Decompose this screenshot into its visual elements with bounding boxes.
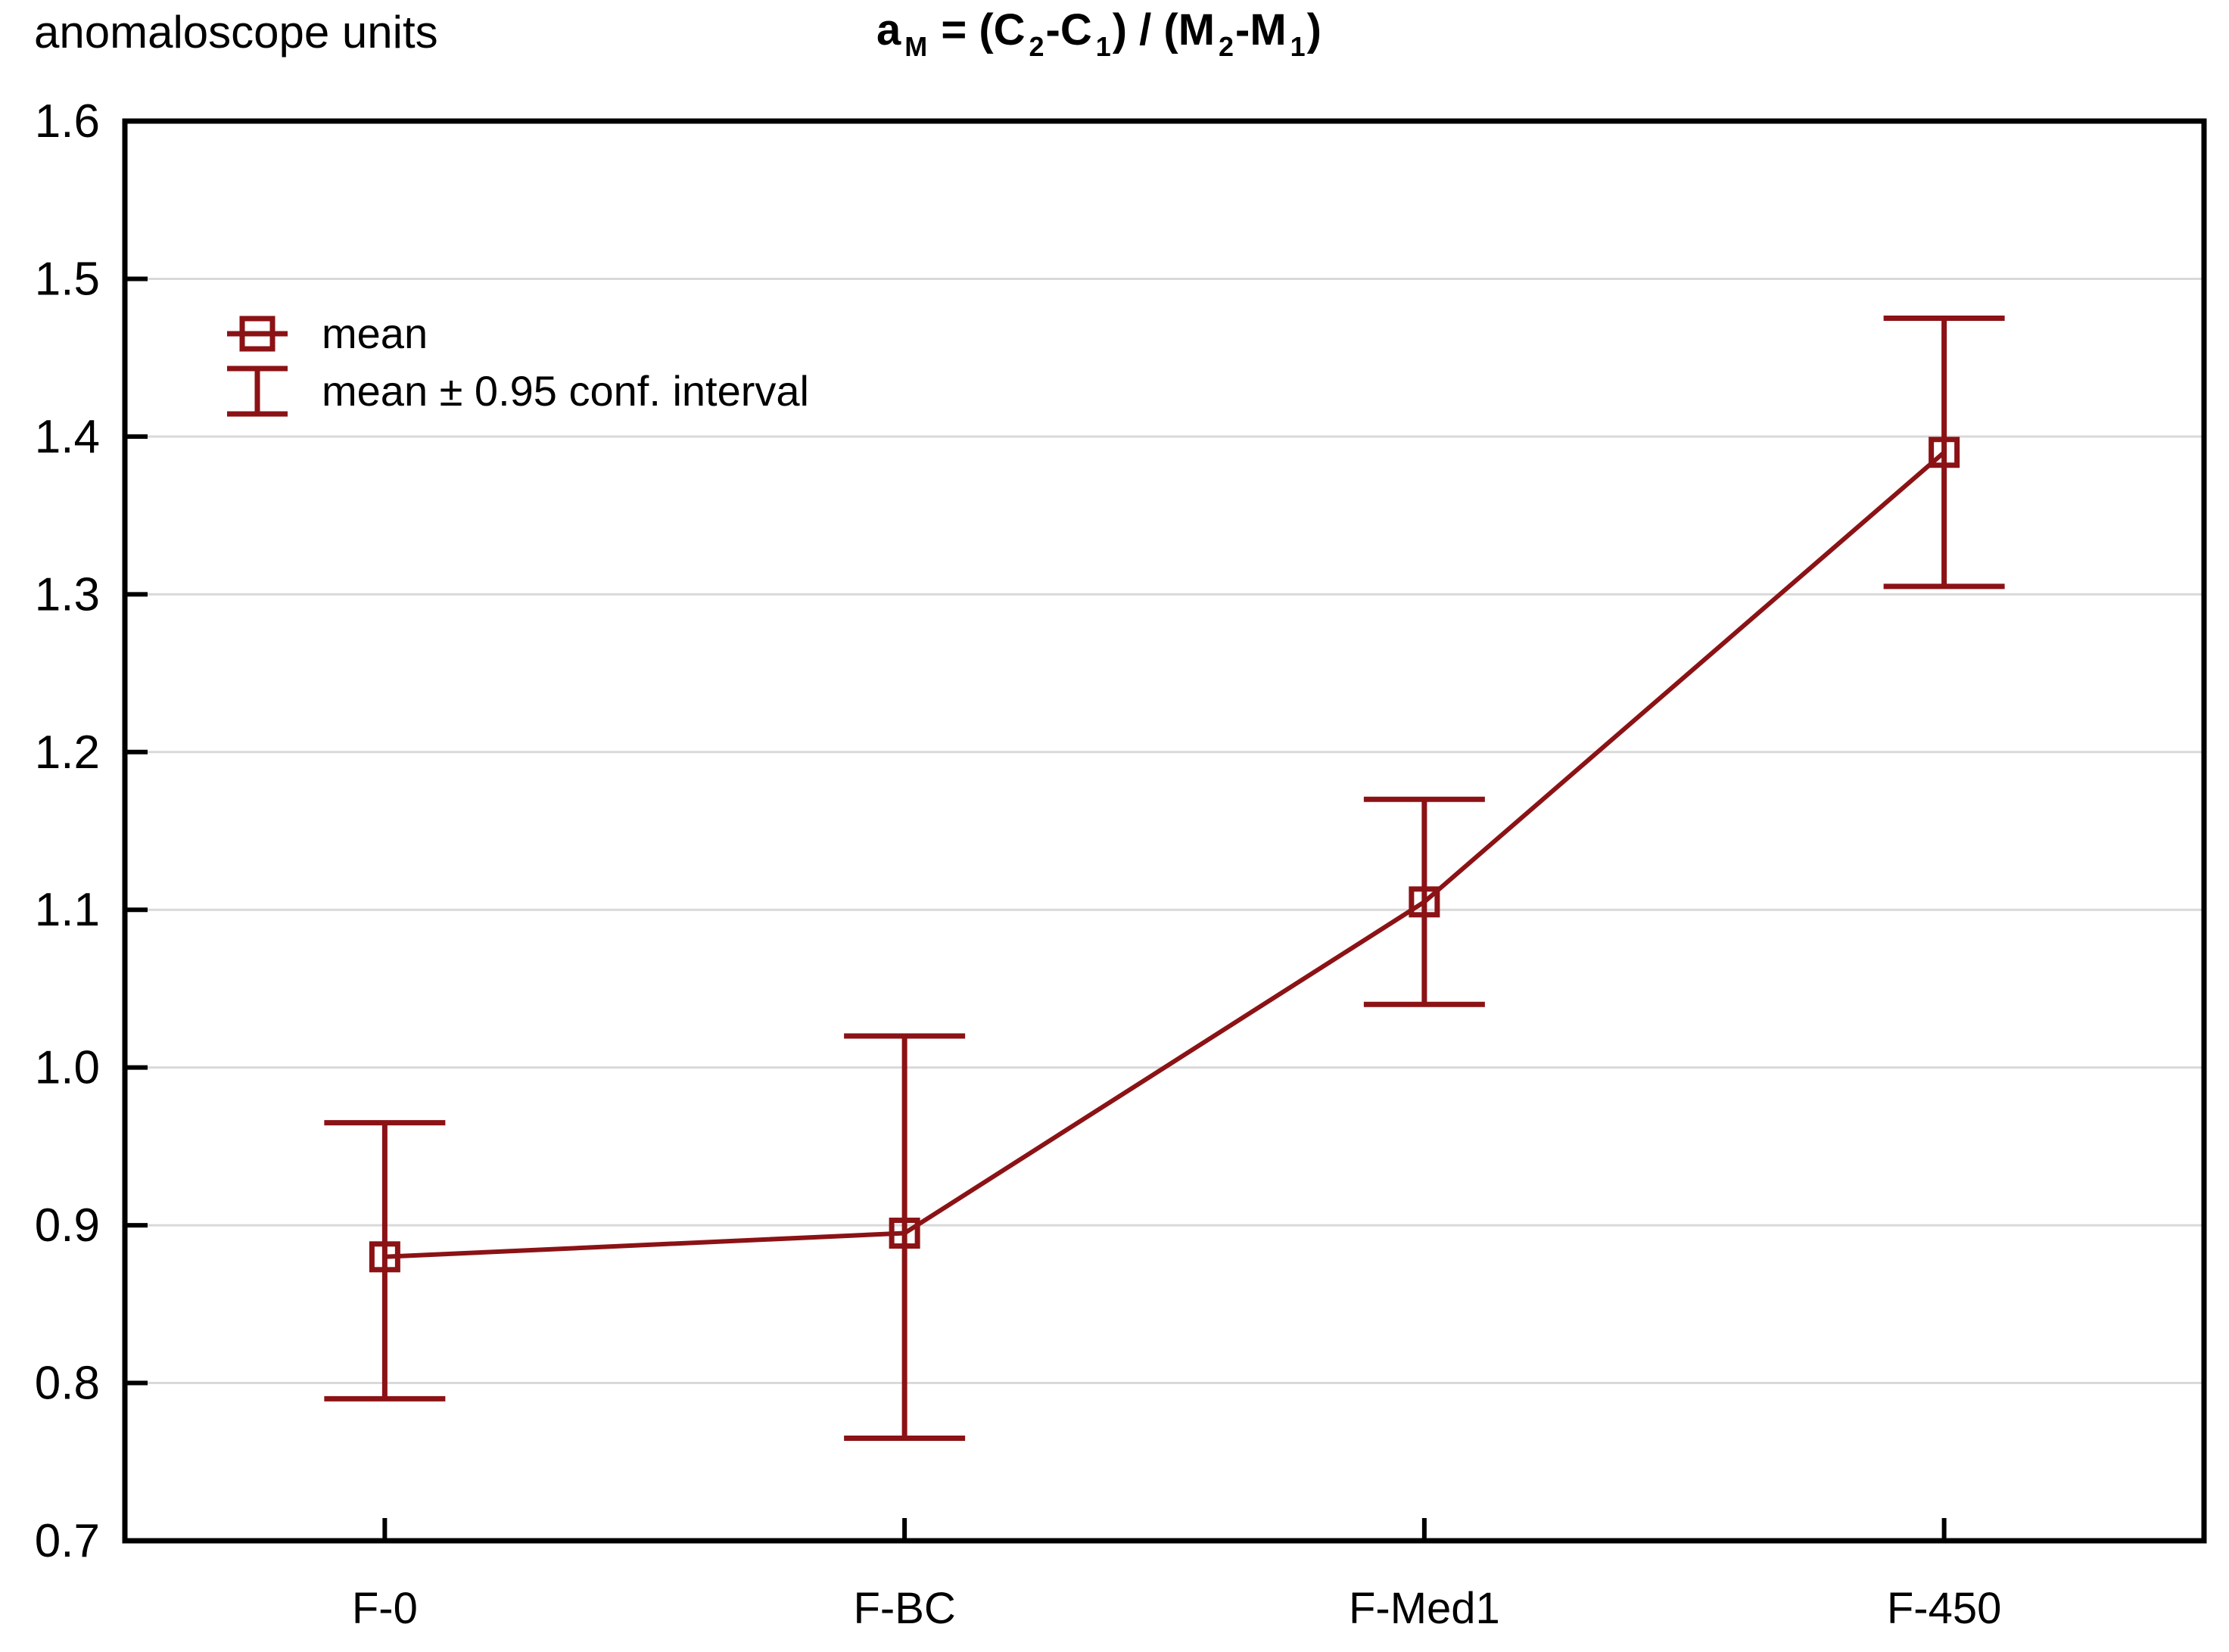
title-subscript: 1 bbox=[1095, 30, 1111, 62]
legend-label-mean: mean bbox=[322, 310, 428, 357]
data-point-marker bbox=[889, 1218, 920, 1249]
y-tick-label: 1.5 bbox=[35, 253, 100, 305]
y-axis-title: anomaloscope units bbox=[34, 7, 438, 58]
title-subscript: 1 bbox=[1290, 30, 1306, 62]
y-tick-label: 1.2 bbox=[35, 726, 100, 779]
y-tick-label: 0.8 bbox=[35, 1358, 100, 1410]
data-point-marker bbox=[369, 1241, 400, 1273]
legend-mean-marker bbox=[239, 316, 276, 352]
title-text: ) / (M bbox=[1112, 5, 1216, 54]
title-text: -M bbox=[1235, 5, 1287, 54]
y-tick-label: 1.3 bbox=[35, 568, 100, 621]
y-tick-label: 1.1 bbox=[35, 884, 100, 936]
x-tick-label: F-450 bbox=[1887, 1584, 2002, 1633]
title-text: -C bbox=[1045, 5, 1092, 54]
title-text: ) bbox=[1306, 5, 1322, 54]
y-tick-label: 0.9 bbox=[35, 1199, 100, 1252]
title-text: = (C bbox=[929, 5, 1026, 54]
data-point-marker bbox=[1929, 437, 1960, 468]
x-tick-label: F-0 bbox=[352, 1584, 418, 1633]
title-subscript: 2 bbox=[1029, 30, 1044, 62]
x-tick-label: F-Med1 bbox=[1349, 1584, 1500, 1633]
series-line bbox=[384, 450, 1946, 1259]
title-text: a bbox=[876, 5, 901, 54]
x-tick-label: F-BC bbox=[853, 1584, 955, 1633]
y-tick-label: 1.4 bbox=[35, 411, 100, 463]
plot-frame bbox=[122, 118, 2207, 1544]
y-tick-label: 1.0 bbox=[35, 1042, 100, 1094]
y-tick-label: 0.7 bbox=[35, 1515, 100, 1567]
y-tick-label: 1.6 bbox=[35, 95, 100, 148]
legend-label-confidence: mean ± 0.95 conf. interval bbox=[322, 367, 809, 415]
title-subscript: M bbox=[904, 30, 928, 62]
title-subscript: 2 bbox=[1219, 30, 1234, 62]
data-point-marker bbox=[1409, 886, 1440, 918]
